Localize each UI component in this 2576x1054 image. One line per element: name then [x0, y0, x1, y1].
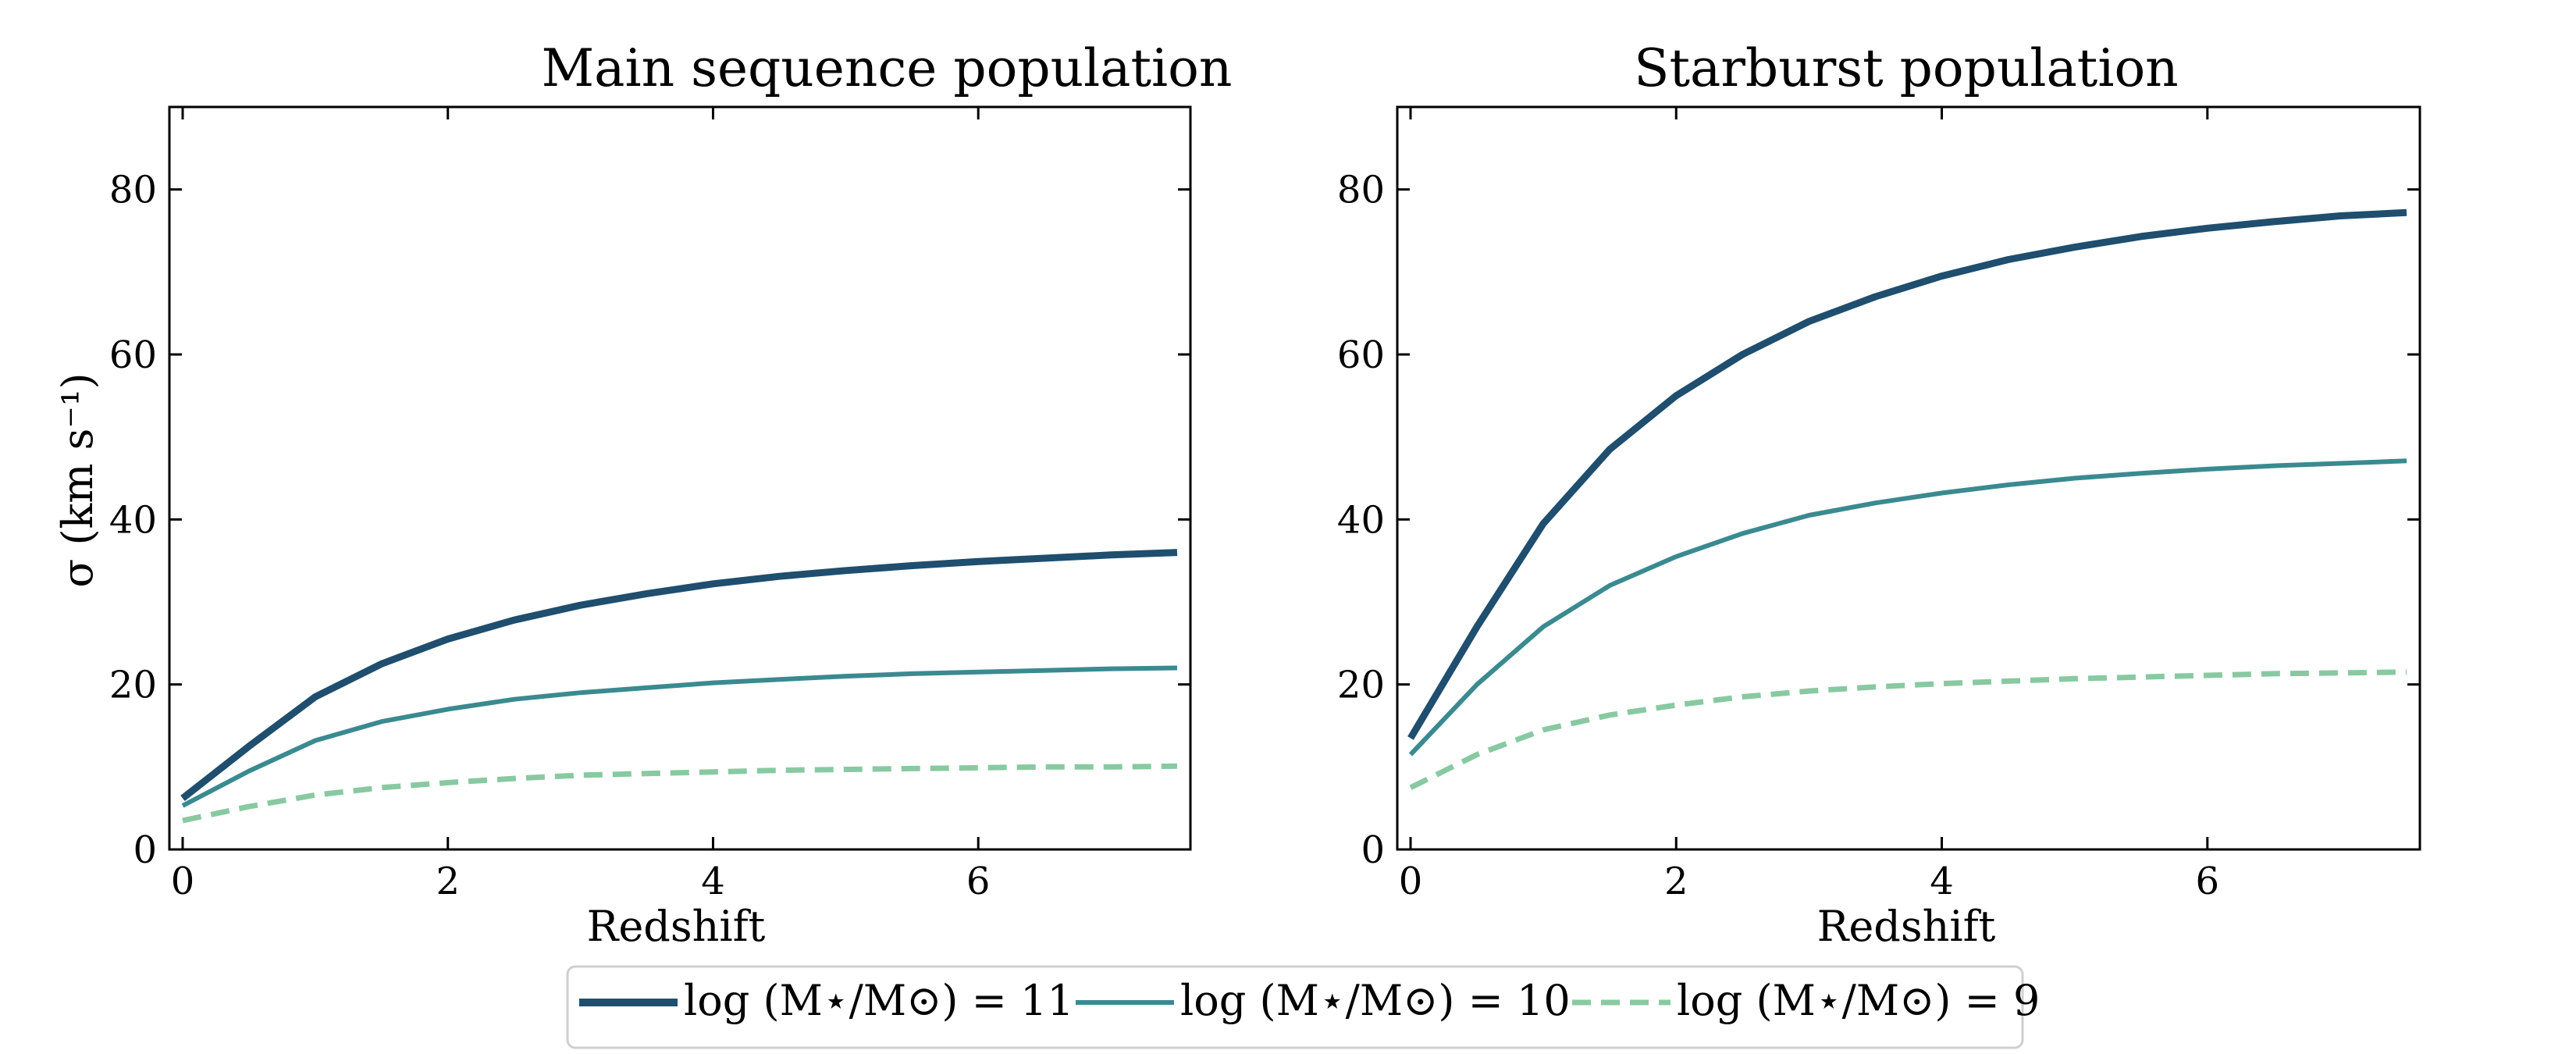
y-tick-label: 0 [133, 828, 157, 872]
x-axis-label: Redshift [1817, 902, 1996, 951]
legend-box [566, 965, 2024, 1049]
panel-main-sequence: Main sequence population σ (km s⁻¹) Reds… [53, 38, 1232, 951]
legend-label-11: log (M⋆/M⊙) = 11 [684, 976, 1074, 1025]
series-line-9 [182, 763, 1178, 824]
y-tick-label: 40 [1337, 498, 1385, 542]
series-group [1407, 208, 2407, 790]
y-tick-label: 0 [1361, 828, 1385, 872]
x-tick-label: 6 [2196, 860, 2220, 903]
x-tick-label: 6 [966, 860, 991, 903]
y-tick-label: 60 [1337, 333, 1385, 377]
chart-title: Starburst population [1634, 38, 2178, 98]
y-tick-label: 40 [109, 498, 157, 542]
y-tick-label: 80 [1337, 169, 1385, 212]
series-line-10 [181, 665, 1178, 808]
x-tick-label: 2 [436, 860, 460, 903]
x-tick-label: 0 [171, 860, 195, 903]
legend-label-9: log (M⋆/M⊙) = 9 [1677, 976, 2040, 1025]
series-line-9 [1409, 669, 2407, 790]
plot-frame [168, 105, 1192, 851]
series-line-11 [1407, 208, 2407, 740]
plot-frame [1396, 105, 2421, 851]
series-line-11 [180, 549, 1178, 802]
x-tick-label: 2 [1664, 860, 1688, 903]
panel-starburst: Starburst population Redshift 0 2 4 6020406… [1337, 38, 2421, 951]
x-axis-label: Redshift [587, 902, 766, 951]
series-group [180, 549, 1178, 824]
x-tick-label: 4 [1930, 860, 1954, 903]
legend-label-10: log (M⋆/M⊙) = 10 [1180, 976, 1571, 1025]
series-line-10 [1408, 458, 2407, 757]
legend: log (M⋆/M⊙) = 11 log (M⋆/M⊙) = 10 log (M… [566, 965, 2040, 1049]
chart-title: Main sequence population [542, 38, 1233, 98]
y-tick-label: 60 [109, 333, 157, 377]
y-tick-label: 80 [109, 169, 157, 212]
y-tick-label: 20 [1337, 664, 1385, 707]
x-tick-label: 4 [701, 860, 725, 903]
y-tick-label: 20 [109, 664, 157, 707]
x-tick-label: 0 [1399, 860, 1423, 903]
y-axis-label: σ (km s⁻¹) [53, 372, 102, 587]
